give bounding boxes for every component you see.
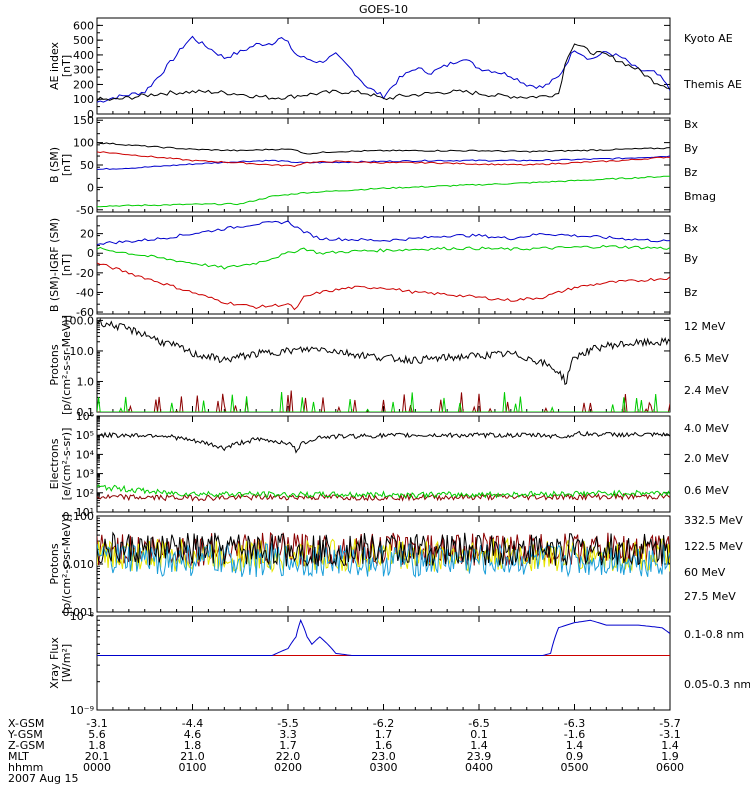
panel-7: 10⁻⁹ 10⁻⁸ Xray Flux [W/m²] 0.1-0.8 nm 0.05-0.… xyxy=(48,610,750,717)
legend-entry: 2.0 MeV xyxy=(684,452,729,465)
series-line xyxy=(97,262,670,311)
legend-entry: 2.4 MeV xyxy=(684,384,729,397)
y-tick-label: -50 xyxy=(76,204,94,217)
series-line xyxy=(97,531,670,567)
y-tick-label: 150 xyxy=(73,114,94,127)
y-axis-unit: [nT] xyxy=(60,55,73,77)
y-tick-label: 600 xyxy=(73,19,94,32)
y-tick-label: 10⁶ xyxy=(76,410,95,423)
y-tick-label: 200 xyxy=(73,78,94,91)
y-tick-label: 10⁻⁸ xyxy=(70,610,95,623)
y-axis-label: AE index xyxy=(48,41,61,90)
chart-title: GOES-10 xyxy=(359,3,408,16)
y-tick-label: 20 xyxy=(80,228,94,241)
y-tick-label: 10³ xyxy=(76,468,94,481)
legend-entry: Bz xyxy=(684,286,698,299)
y-tick-label: -20 xyxy=(76,267,94,280)
y-tick-label: 0.001 xyxy=(63,606,95,619)
y-tick-label: 10² xyxy=(76,487,94,500)
legend-entry: 27.5 MeV xyxy=(684,590,736,603)
y-tick-label: 100.0 xyxy=(63,314,95,327)
legend-entry: Bz xyxy=(684,166,698,179)
legend-entry: By xyxy=(684,252,699,265)
legend-entry: 60 MeV xyxy=(684,566,726,579)
legend-entry: Bx xyxy=(684,222,699,235)
y-tick-label: 10⁴ xyxy=(76,448,95,461)
series-line xyxy=(97,220,670,246)
y-axis-unit: [p/(cm²-s-sr-MeV)] xyxy=(60,514,73,614)
legend-entry: 332.5 MeV xyxy=(684,514,743,527)
series-line xyxy=(97,244,670,270)
series-line xyxy=(97,151,670,168)
series-line xyxy=(97,155,670,170)
y-tick-label: 10.0 xyxy=(70,345,95,358)
y-tick-label: 100 xyxy=(73,137,94,150)
y-axis-unit: [nT] xyxy=(60,254,73,276)
legend-entry: Bx xyxy=(684,118,699,131)
y-tick-label: 0.100 xyxy=(63,510,95,523)
y-tick-label: 0.1 xyxy=(77,406,95,419)
y-tick-label: -60 xyxy=(76,306,94,319)
legend-entry: Kyoto AE xyxy=(684,32,733,45)
legend-entry: Themis AE xyxy=(683,78,742,91)
y-tick-label: 0 xyxy=(87,181,94,194)
y-tick-label: 500 xyxy=(73,34,94,47)
panel-3: -60 -40 -20 0 20 B (SM)-IGRF (SM) [nT] Bx By Bz xyxy=(48,215,699,319)
series-line xyxy=(97,492,670,502)
y-tick-label: 0 xyxy=(87,247,94,260)
series-line xyxy=(97,618,670,656)
series-line xyxy=(97,430,670,454)
legend-entry: 0.6 MeV xyxy=(684,484,729,497)
y-axis-unit: [e/(cm²-s-sr)] xyxy=(60,428,73,501)
y-tick-label: 50 xyxy=(80,159,94,172)
y-axis-label: Protons xyxy=(48,344,61,385)
series-line xyxy=(97,175,670,208)
y-axis-label: B (SM) xyxy=(48,147,61,183)
y-axis-label: Protons xyxy=(48,543,61,584)
panel-frame xyxy=(96,215,671,315)
panel-frame xyxy=(96,615,671,711)
series-line xyxy=(97,484,670,499)
y-tick-label: 400 xyxy=(73,49,94,62)
legend-entry: 0.05-0.3 nm xyxy=(684,678,750,691)
y-tick-label: 10⁻⁹ xyxy=(70,704,94,717)
y-tick-label: 1.0 xyxy=(77,375,95,388)
legend-entry: Bmag xyxy=(684,190,716,203)
y-axis-unit: [nT] xyxy=(60,154,73,176)
panel-6: 0.001 0.010 0.100 Protons [p/(cm²-s-sr-MeV)]… xyxy=(48,510,743,619)
legend-entry: 0.1-0.8 nm xyxy=(684,628,744,641)
panel-frame xyxy=(96,317,671,413)
y-tick-label: 0 xyxy=(87,108,94,121)
series-line xyxy=(97,43,670,102)
y-tick-label: -40 xyxy=(76,286,94,299)
y-axis-label: Electrons xyxy=(48,438,61,489)
panel-4: 0.1 1.0 10.0 100.0 Protons [p/(cm²-s-sr-MeV)]… xyxy=(48,314,729,419)
y-tick-label: 10⁵ xyxy=(76,429,94,442)
y-axis-label: Xray Flux xyxy=(48,637,61,689)
series-line xyxy=(97,390,670,412)
y-tick-label: 0.010 xyxy=(63,558,95,571)
panel-2: -50 0 50 100 150 B (SM) [nT] Bx By Bz Bmag xyxy=(48,114,716,217)
legend-entry: By xyxy=(684,142,699,155)
legend-entry: 6.5 MeV xyxy=(684,352,729,365)
legend-entry: 122.5 MeV xyxy=(684,540,743,553)
y-tick-label: 10¹ xyxy=(76,506,94,519)
legend-entry: 4.0 MeV xyxy=(684,422,729,435)
legend-entry: 12 MeV xyxy=(684,320,726,333)
y-axis-unit: [p/(cm²-s-sr-MeV)] xyxy=(60,315,73,415)
series-line xyxy=(97,318,670,386)
y-axis-label: B (SM)-IGRF (SM) xyxy=(48,218,61,312)
y-axis-unit: [W/m²] xyxy=(60,644,73,682)
panel-frame xyxy=(96,17,671,115)
series-line xyxy=(97,543,670,578)
series-line xyxy=(97,142,670,155)
y-tick-label: 300 xyxy=(73,64,94,77)
panel-5: 10¹ 10² 10³ 10⁴ 10⁵ 10⁶ Electrons [e/(cm²-s-sr)… xyxy=(48,410,729,519)
y-tick-label: 100 xyxy=(73,93,94,106)
